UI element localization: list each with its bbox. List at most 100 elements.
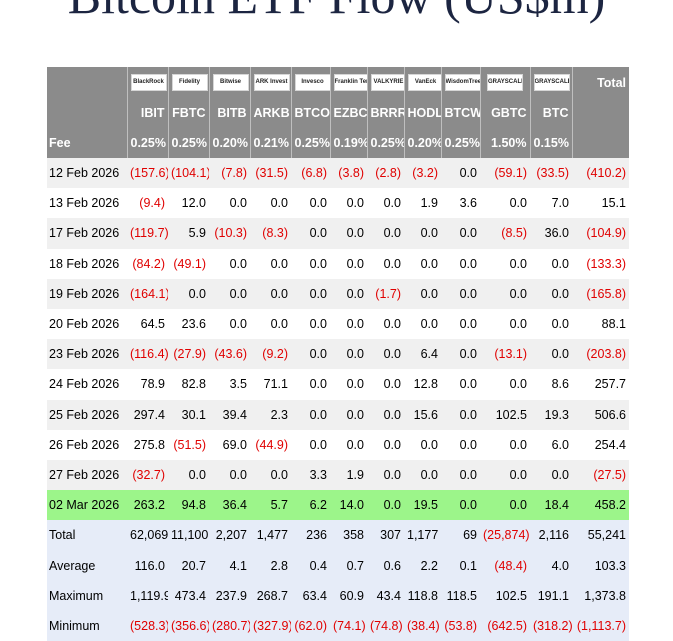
summary-cell: (48.4) [480,550,530,581]
flow-cell: 0.0 [480,188,530,219]
row-date: 02 Mar 2026 [47,490,127,521]
summary-cell: 1,373.8 [572,580,629,611]
row-total-cell: 506.6 [572,399,629,430]
flow-cell: (2.8) [367,158,404,189]
logo-row: BlackRock Fidelity Bitwise ARK Invest Invesc… [47,67,629,98]
flow-cell: 263.2 [127,490,168,521]
flow-cell: (7.8) [209,158,250,189]
flow-cell: (59.1) [480,158,530,189]
issuer-logo: VanEck [407,74,441,91]
flow-cell: 0.0 [367,339,404,370]
logo-cell: Invesco [290,67,330,98]
flow-cell: 0.0 [404,308,441,340]
summary-cell: 0.6 [367,550,404,581]
fee-row: Fee 0.25% 0.25% 0.20% 0.21% 0.25% 0.19% 0.25% 0… [47,128,629,158]
page-title: Bitcoin ETF Flow (US$m) [0,0,673,26]
ticker-header: BITB [208,98,250,128]
row-total-cell: 458.2 [572,490,629,521]
row-date: 26 Feb 2026 [47,429,127,460]
flow-cell: 19.5 [404,490,441,521]
summary-cell: 2,207 [209,520,250,551]
flow-cell: 0.0 [404,429,441,460]
flow-cell: (8.3) [250,218,291,249]
flow-cell: 0.0 [330,188,367,219]
flow-cell: 0.0 [480,369,530,400]
logo-cell: VALKYRIE [366,67,404,98]
row-total-cell: 257.7 [572,369,629,400]
flow-cell: 0.0 [441,369,480,400]
logo-cell: Bitwise [208,67,250,98]
table-row: 13 Feb 2026 (9.4) 12.0 0.0 0.0 0.0 0.0 0.0 1.9 3.… [47,188,629,219]
table-row: 20 Feb 2026 64.5 23.6 0.0 0.0 0.0 0.0 0.0 0.0 0.0… [47,308,629,340]
fee-cell: 0.25% [440,128,480,158]
ticker-header: IBIT [126,98,168,128]
flow-cell: 0.0 [330,429,367,460]
table-row: 25 Feb 2026 297.4 30.1 39.4 2.3 0.0 0.0 0.0 15.6… [47,399,629,430]
flow-cell: 275.8 [127,429,168,460]
flow-cell: 0.0 [291,218,330,249]
summary-cell: 358 [330,520,367,551]
logo-cell: GRAYSCALE [529,67,572,98]
flow-cell: (119.7) [127,218,168,249]
summary-cell: (53.8) [441,610,480,641]
flow-cell: 0.0 [367,429,404,460]
summary-cell: 43.4 [367,580,404,611]
flow-cell: 12.8 [404,369,441,400]
summary-cell: 20.7 [168,550,209,581]
summary-label: Total [47,520,127,551]
flow-cell: 0.0 [441,158,480,189]
table-row: 26 Feb 2026 275.8 (51.5) 69.0 (44.9) 0.0 0.0 0.… [47,429,629,460]
summary-cell: 116.0 [127,550,168,581]
flow-cell: 0.0 [168,278,209,309]
flow-cell: 12.0 [168,188,209,219]
summary-cell: 60.9 [330,580,367,611]
flow-cell: 0.0 [530,308,572,340]
summary-cell: 1,477 [250,520,291,551]
flow-cell: (32.7) [127,459,168,491]
fee-cell: 0.20% [403,128,441,158]
row-date: 24 Feb 2026 [47,369,127,400]
flow-cell: (9.4) [127,188,168,219]
flow-cell: 0.0 [209,188,250,219]
flow-cell: 5.9 [168,218,209,249]
flow-cell: (49.1) [168,248,209,279]
flow-cell: 0.0 [530,339,572,370]
row-total-cell: (410.2) [572,158,629,189]
summary-cell: 102.5 [480,580,530,611]
logo-cell: Fidelity [167,67,209,98]
summary-cell: (318.2) [530,610,572,641]
issuer-logo: ARK Invest [253,74,290,91]
ticker-header: GBTC [479,98,530,128]
ticker-header: BRRR [366,98,404,128]
row-total-cell: (203.8) [572,339,629,370]
ticker-header: ARKB [249,98,291,128]
summary-cell: (1,113.7) [572,610,629,641]
summary-cell: 0.1 [441,550,480,581]
flow-cell: (31.5) [250,158,291,189]
flow-cell: 7.0 [530,188,572,219]
flow-cell: (51.5) [168,429,209,460]
flow-cell: (27.9) [168,339,209,370]
flow-cell: (44.9) [250,429,291,460]
flow-cell: 0.0 [367,248,404,279]
flow-cell: 0.0 [441,399,480,430]
flow-cell: 0.0 [330,278,367,309]
flow-cell: (6.8) [291,158,330,189]
fee-label: Fee [47,128,127,158]
flow-cell: 297.4 [127,399,168,430]
flow-cell: 0.0 [367,218,404,249]
summary-row: Maximum 1,119.9 473.4 237.9 268.7 63.4 60.9 43.… [47,580,629,611]
flow-cell: 30.1 [168,399,209,430]
flow-cell: 64.5 [127,308,168,340]
row-date: 12 Feb 2026 [47,158,127,189]
summary-cell: 69 [441,520,480,551]
row-total-cell: 15.1 [572,188,629,219]
flow-cell: 0.0 [250,278,291,309]
flow-cell: 0.0 [530,278,572,309]
summary-cell: 63.4 [291,580,330,611]
summary-cell: 4.0 [530,550,572,581]
flow-cell: 0.0 [404,218,441,249]
summary-row: Total 62,069 11,100 2,207 1,477 236 358 307 1,17… [47,520,629,551]
summary-cell: 62,069 [127,520,168,551]
fee-cell: 0.25% [167,128,209,158]
